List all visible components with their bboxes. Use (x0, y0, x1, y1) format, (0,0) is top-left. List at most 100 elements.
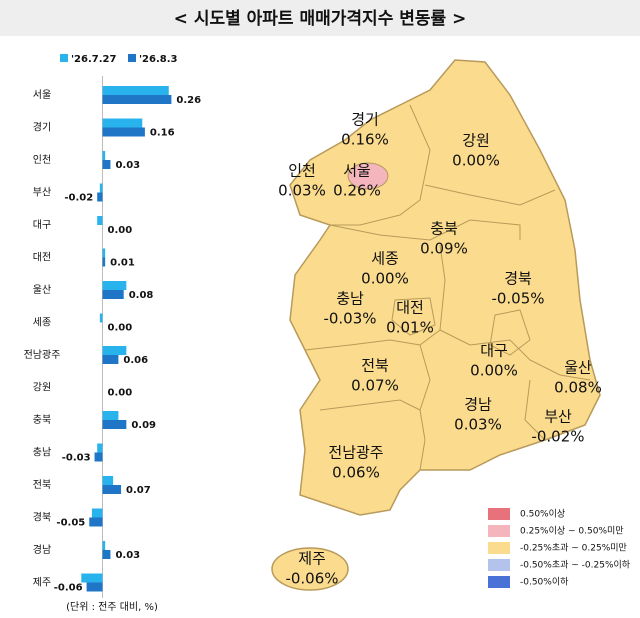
bar (102, 95, 172, 104)
region-change: 0.00% (470, 362, 518, 380)
legend-label: '26.8.3 (139, 54, 178, 65)
region-name: 경북 (504, 270, 532, 288)
region-name: 세종 (371, 250, 399, 268)
category-label: 제주 (33, 577, 51, 589)
map-legend-label: -0.50%이하 (520, 577, 569, 588)
bar (102, 476, 114, 485)
category-label: 전남광주 (24, 349, 61, 361)
title-band (0, 0, 640, 36)
category-label: 세종 (33, 317, 51, 329)
bar (91, 508, 103, 518)
region-change: 0.03% (454, 416, 502, 434)
bar (102, 290, 124, 299)
region-change: 0.08% (554, 379, 602, 397)
border (424, 184, 556, 206)
region-change: 0.01% (386, 319, 434, 337)
value-label: 0.00 (108, 225, 133, 236)
bar (102, 550, 111, 559)
category-label: 울산 (33, 284, 51, 296)
category-label: 대전 (33, 252, 51, 264)
bar (99, 313, 103, 323)
border (489, 309, 531, 356)
region-name: 인천 (288, 162, 316, 180)
value-label: 0.09 (131, 420, 156, 431)
bar (97, 216, 103, 225)
legend-swatch (60, 54, 68, 62)
value-label: 0.00 (108, 323, 133, 334)
value-label: 0.26 (176, 95, 201, 106)
category-label: 대구 (33, 219, 51, 231)
bar (89, 517, 103, 527)
bar (102, 151, 106, 160)
bar (102, 257, 106, 267)
region-highlight (347, 162, 389, 190)
region-name: 충북 (430, 220, 458, 238)
region-change: 0.09% (420, 240, 468, 258)
region-name: 제주 (298, 550, 326, 568)
category-label: 전북 (33, 479, 51, 491)
value-label: -0.03 (62, 453, 91, 464)
region-change: 0.07% (351, 377, 399, 395)
bar (94, 452, 103, 462)
bar (86, 582, 103, 592)
bar (102, 118, 143, 128)
category-label: 부산 (33, 187, 51, 199)
map-legend-swatch (488, 525, 510, 537)
legend-label: '26.7.27 (71, 54, 116, 65)
bar (97, 443, 103, 453)
region-name: 전북 (361, 357, 389, 375)
border (524, 379, 546, 441)
legend-swatch (128, 54, 136, 62)
border (391, 297, 436, 336)
region-change: -0.02% (531, 428, 584, 446)
region-name: 대전 (396, 299, 424, 317)
map-legend-label: -0.25%초과 ~ 0.25%미만 (520, 543, 627, 554)
region-name: 부산 (544, 408, 572, 426)
region-name: 경기 (351, 111, 379, 129)
bar (102, 86, 169, 95)
region-name: 전남광주 (328, 444, 383, 462)
bar (102, 160, 111, 169)
value-label: -0.06 (54, 583, 83, 594)
region-change: 0.03% (278, 182, 326, 200)
map-legend-label: -0.50%초과 ~ -0.25%이하 (520, 560, 631, 571)
map-legend-swatch (488, 508, 510, 520)
region-change: -0.05% (491, 290, 544, 308)
value-label: 0.00 (108, 388, 133, 399)
map-legend-label: 0.50%이상 (520, 509, 565, 520)
region-change: -0.06% (285, 570, 338, 588)
region-change: 0.00% (452, 152, 500, 170)
category-label: 충남 (33, 447, 51, 459)
bar (102, 485, 122, 494)
bar (102, 541, 106, 550)
bar (97, 192, 103, 202)
chart-title: < 시도별 아파트 매매가격지수 변동률 > (174, 9, 467, 29)
region-name: 강원 (462, 132, 490, 150)
border (439, 329, 591, 381)
category-label: 인천 (33, 154, 51, 166)
value-label: -0.05 (56, 518, 85, 529)
map-legend-swatch (488, 559, 510, 571)
map (271, 59, 601, 591)
bar (102, 420, 127, 429)
bar (81, 573, 103, 583)
category-label: 서울 (33, 89, 51, 101)
value-label: 0.07 (126, 485, 151, 496)
value-label: 0.08 (129, 290, 154, 301)
region-change: 0.16% (341, 131, 389, 149)
unit-note: (단위 : 전주 대비, %) (66, 600, 158, 613)
region-name: 충남 (336, 290, 364, 308)
region-change: 0.06% (332, 464, 380, 482)
bar (102, 346, 127, 355)
bar (102, 355, 119, 364)
bar (102, 248, 106, 258)
map-legend-label: 0.25%이상 ~ 0.50%미만 (520, 526, 624, 537)
border (330, 104, 431, 226)
category-label: 경남 (33, 543, 51, 556)
value-label: -0.02 (64, 193, 93, 204)
border (319, 399, 421, 411)
value-label: 0.01 (110, 258, 135, 269)
bar (102, 411, 119, 420)
region-name: 대구 (480, 342, 508, 360)
